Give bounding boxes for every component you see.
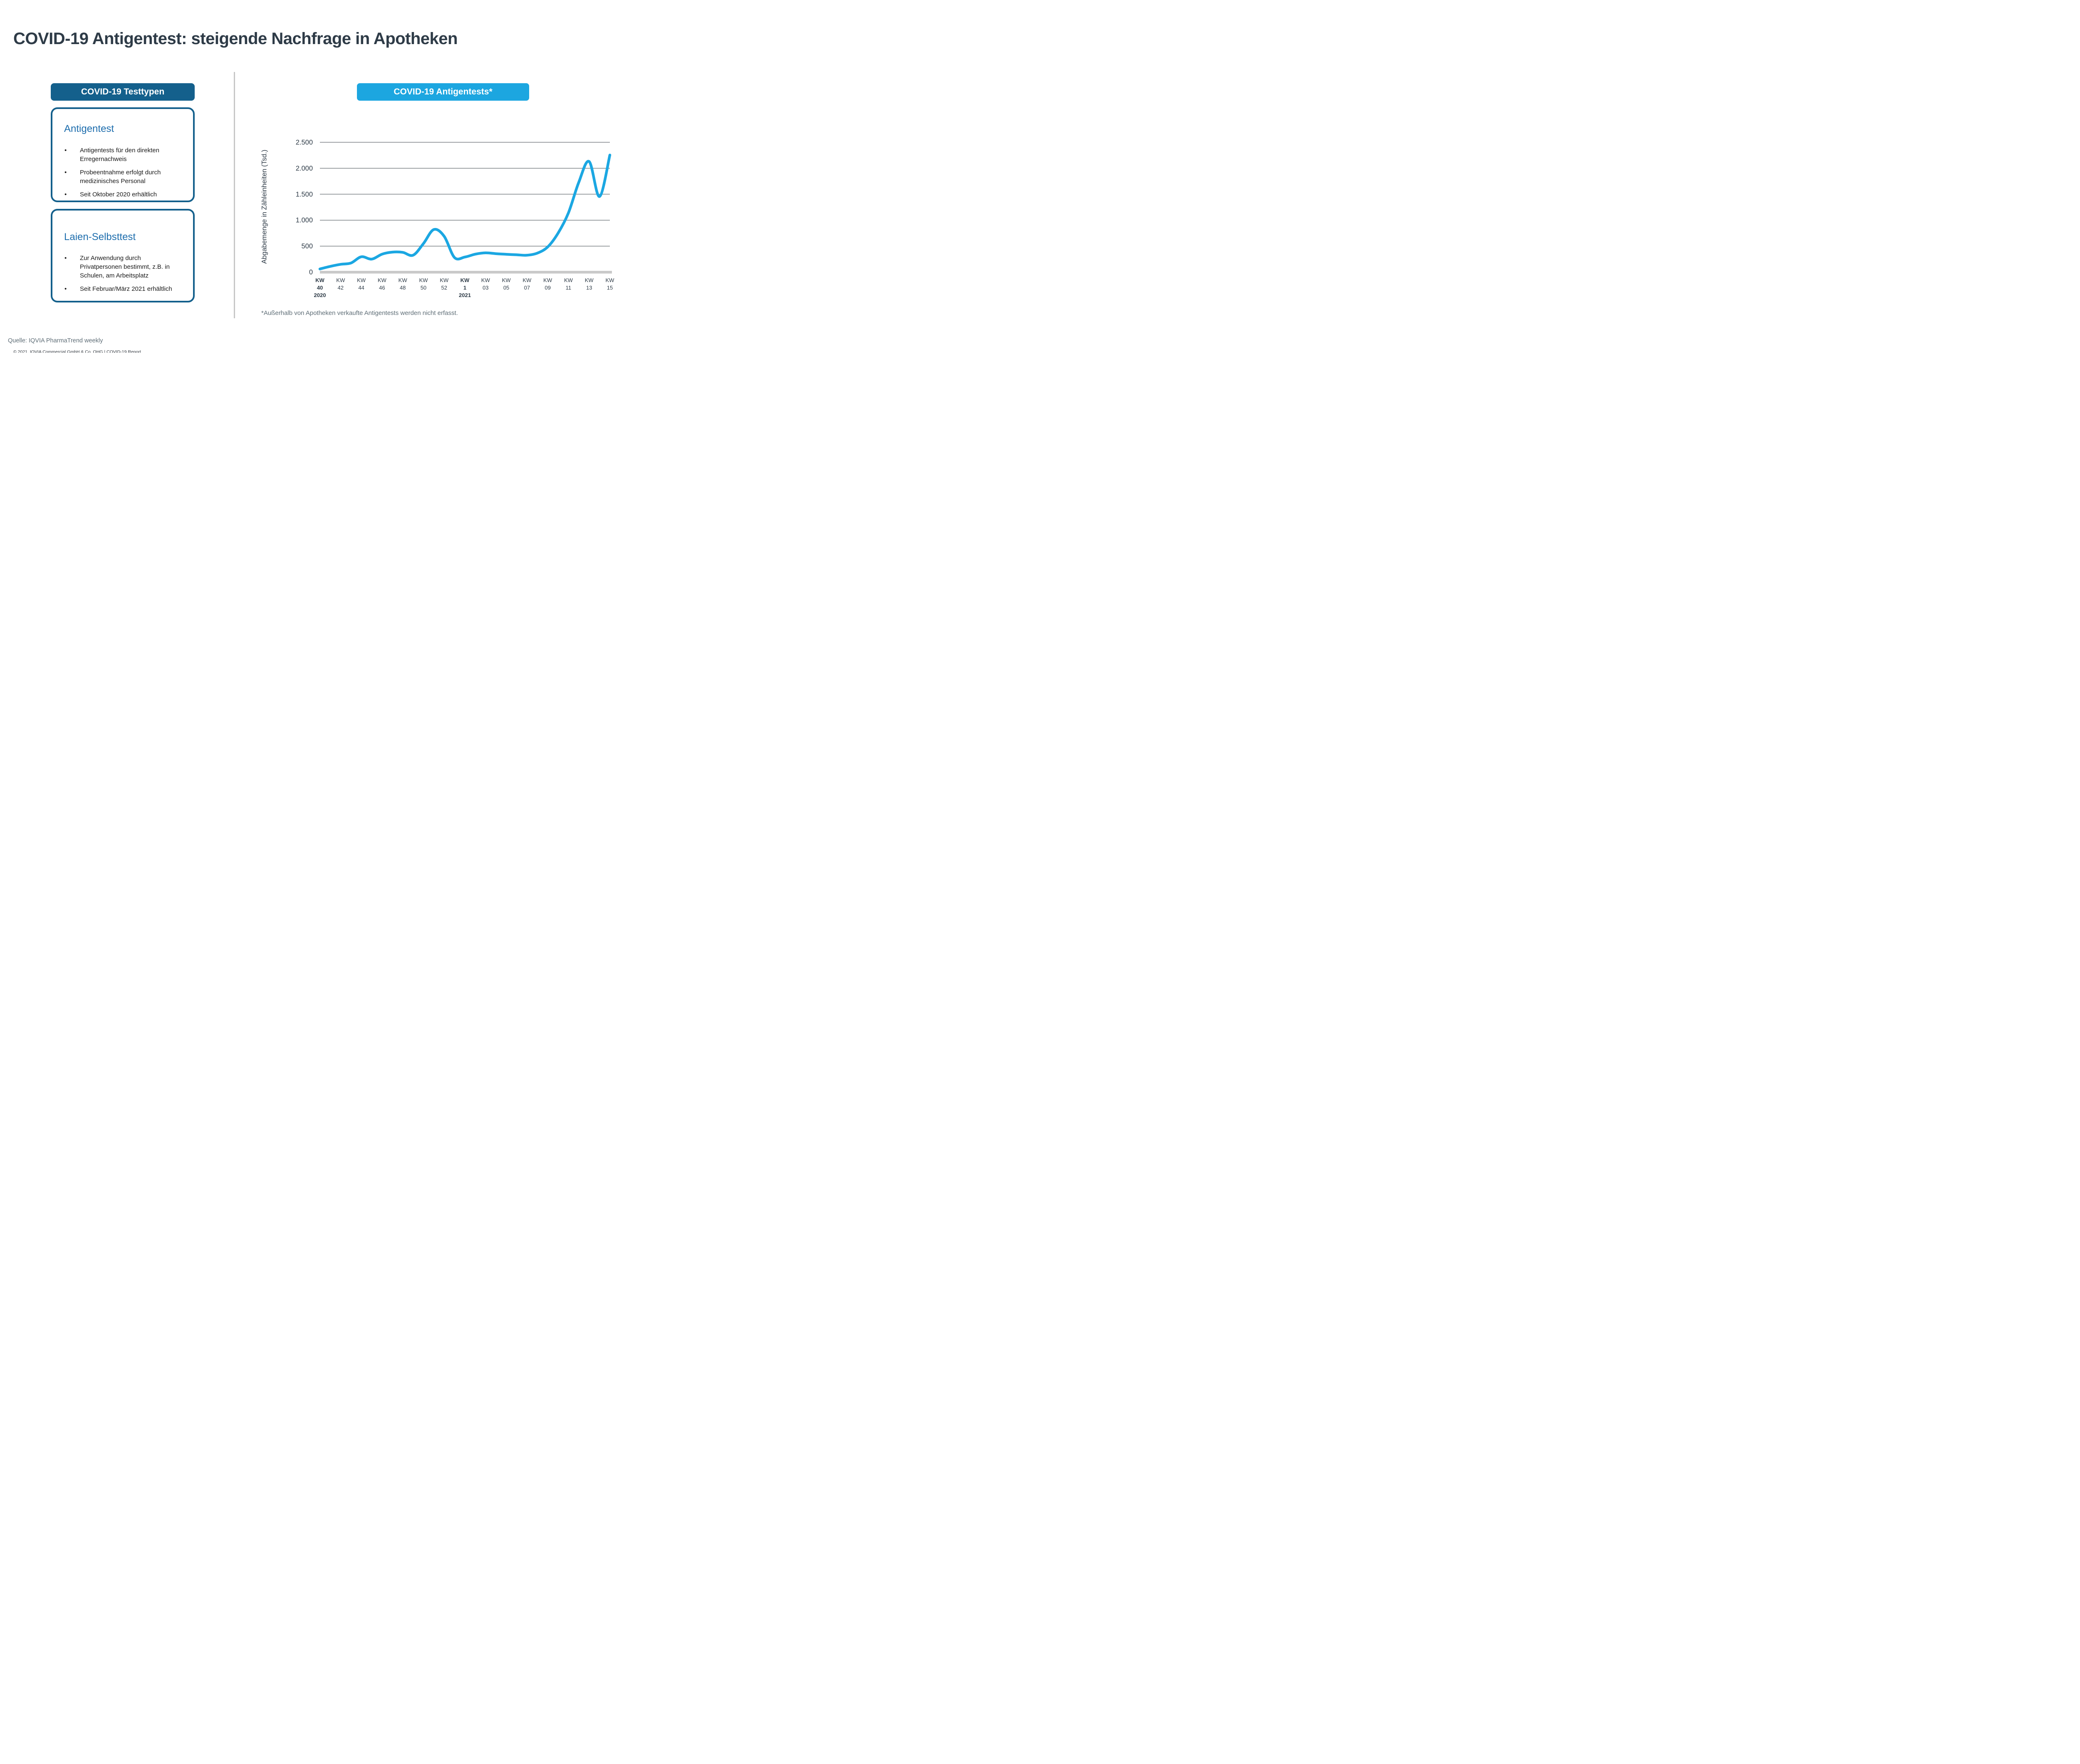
chart-footnote: *Außerhalb von Apotheken verkaufte Antig…: [261, 310, 458, 317]
bullet-item: Seit Februar/März 2021 erhältlich: [52, 285, 181, 293]
y-tick-label: 1.500: [296, 191, 313, 198]
y-tick-label: 2.000: [296, 165, 313, 172]
antigentest-box: Antigentest Antigentests für den direkte…: [51, 107, 195, 202]
antigentest-bullet-list: Antigentests für den direkten Erregernac…: [52, 146, 193, 199]
y-tick-label: 0: [309, 269, 313, 276]
series-line: [318, 154, 612, 270]
y-tick-label: 1.000: [296, 217, 313, 224]
slide: COVID-19 Antigentest: steigende Nachfrag…: [0, 0, 626, 353]
left-panel-header: COVID-19 Testtypen: [51, 83, 195, 101]
x-tick-label: KW 48: [399, 277, 408, 291]
x-tick-label: KW 1 2021: [459, 277, 471, 298]
x-tick-label: KW 15: [606, 277, 615, 291]
bullet-item: Zur Anwendung durch Privatpersonen besti…: [52, 254, 181, 280]
page-title: COVID-19 Antigentest: steigende Nachfrag…: [13, 29, 458, 48]
bullet-item: Antigentests für den direkten Erregernac…: [52, 146, 181, 164]
antigentests-line-chart: 0 500 1.000 1.500 2.000 2.500 KW 40 2020 KW 42 KW 44…: [296, 139, 615, 299]
x-tick-label: KW 05: [502, 277, 511, 291]
laien-selbsttest-bullet-list: Zur Anwendung durch Privatpersonen besti…: [52, 254, 193, 293]
y-tick-label: 2.500: [296, 139, 313, 146]
y-tick-label: 500: [301, 243, 313, 250]
x-tick-label: KW 13: [585, 277, 594, 291]
antigentest-box-heading: Antigentest: [64, 123, 114, 134]
left-panel-header-label: COVID-19 Testtypen: [81, 87, 165, 97]
copyright-text: © 2021, IQVIA Commercial GmbH & Co. OHG …: [13, 349, 141, 353]
x-tick-label: KW 50: [419, 277, 428, 291]
chart-header-label: COVID-19 Antigentests*: [394, 87, 493, 97]
x-tick-label: KW 44: [357, 277, 366, 291]
x-tick-label: KW 03: [481, 277, 490, 291]
x-tick-label: KW 07: [522, 277, 532, 291]
chart-header: COVID-19 Antigentests*: [357, 83, 529, 101]
bullet-item: Probeentnahme erfolgt durch medizinische…: [52, 168, 181, 186]
x-tick-label: KW 46: [378, 277, 387, 291]
x-tick-label: KW 11: [564, 277, 573, 291]
laien-selbsttest-box-heading: Laien-Selbsttest: [64, 231, 136, 243]
bullet-item: Seit Oktober 2020 erhältlich: [52, 190, 181, 199]
vertical-divider: [234, 72, 235, 318]
laien-selbsttest-box: Laien-Selbsttest Zur Anwendung durch Pri…: [51, 209, 195, 302]
x-tick-label: KW 52: [440, 277, 449, 291]
x-tick-label: KW 09: [543, 277, 552, 291]
source-text: Quelle: IQVIA PharmaTrend weekly: [8, 337, 103, 344]
x-tick-label: KW 42: [336, 277, 345, 291]
x-tick-label: KW 40 2020: [314, 277, 326, 298]
zero-axis-bar: [320, 271, 612, 274]
